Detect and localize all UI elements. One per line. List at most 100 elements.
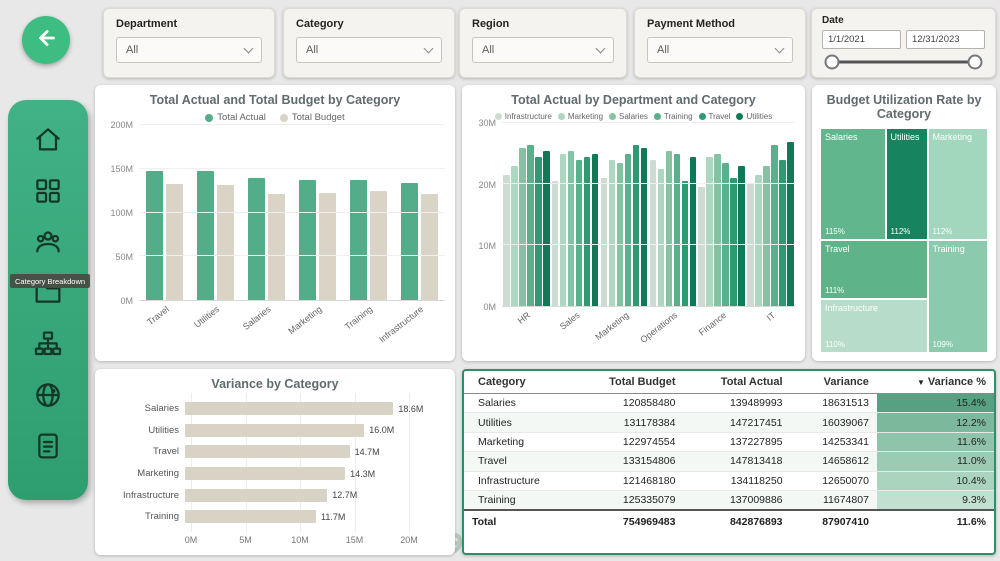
- bar-marketing-operations[interactable]: [657, 169, 665, 306]
- bar-total-budget-marketing[interactable]: [319, 192, 336, 300]
- bar-group-Salaries: [248, 125, 285, 300]
- table-header-variance[interactable]: Variance: [790, 371, 877, 394]
- bar-variance-travel[interactable]: [185, 445, 350, 459]
- bar-utilities-it[interactable]: [787, 141, 794, 306]
- bar-infrastructure-finance[interactable]: [698, 187, 705, 306]
- bar-marketing-hr[interactable]: [511, 166, 518, 306]
- legend-item[interactable]: Marketing: [557, 112, 603, 121]
- slider-handle-end[interactable]: [967, 54, 983, 69]
- table-row-salaries[interactable]: Salaries 120858480 139489993 18631513 15.4%: [464, 393, 994, 414]
- bar-utilities-sales[interactable]: [591, 153, 599, 306]
- bar-infrastructure-operations[interactable]: [649, 159, 657, 306]
- bar-total-budget-utilities[interactable]: [217, 185, 234, 300]
- filter-label: Date: [822, 15, 844, 26]
- treemap-block-training[interactable]: Training 109%: [927, 240, 988, 353]
- bar-travel-hr[interactable]: [535, 156, 542, 306]
- table-row-marketing[interactable]: Marketing 122974554 137227895 14253341 11.6%: [464, 432, 994, 453]
- bar-total-actual-marketing[interactable]: [299, 180, 316, 300]
- bar-total-actual-training[interactable]: [350, 180, 367, 300]
- bar-salaries-it[interactable]: [763, 166, 770, 306]
- treemap-block-utilities[interactable]: Utilities 112%: [885, 127, 928, 241]
- bar-infrastructure-it[interactable]: [747, 184, 754, 306]
- back-button[interactable]: [22, 16, 70, 64]
- bar-total-budget-salaries[interactable]: [268, 194, 285, 300]
- bar-training-hr[interactable]: [527, 144, 534, 306]
- bar-total-actual-utilities[interactable]: [197, 171, 214, 300]
- bar-utilities-hr[interactable]: [543, 150, 550, 306]
- bar-travel-finance[interactable]: [730, 178, 737, 306]
- bar-salaries-marketing[interactable]: [616, 162, 624, 306]
- legend-item[interactable]: Total Budget: [279, 112, 345, 123]
- sidebar-item-hierarchy[interactable]: [30, 328, 66, 364]
- x-axis-label: Salaries: [240, 304, 273, 332]
- department-dropdown[interactable]: All: [116, 37, 262, 63]
- bar-travel-it[interactable]: [779, 159, 786, 306]
- payment-method-dropdown[interactable]: All: [647, 37, 793, 63]
- bar-total-budget-travel[interactable]: [166, 183, 183, 300]
- legend-item[interactable]: Training: [653, 112, 693, 121]
- treemap-block-marketing[interactable]: Marketing 112%: [927, 127, 988, 241]
- bar-total-actual-travel[interactable]: [146, 170, 163, 300]
- x-axis-label: Sales: [557, 310, 582, 332]
- bar-total-actual-salaries[interactable]: [248, 178, 265, 300]
- sidebar-item-category-breakdown[interactable]: [30, 226, 66, 262]
- bar-salaries-operations[interactable]: [665, 150, 673, 306]
- bar-travel-sales[interactable]: [583, 156, 591, 306]
- bar-total-budget-training[interactable]: [370, 190, 387, 300]
- legend-item[interactable]: Utilities: [736, 112, 772, 121]
- legend-item[interactable]: Total Actual: [205, 112, 266, 123]
- bar-utilities-operations[interactable]: [689, 156, 697, 306]
- bar-training-operations[interactable]: [673, 153, 681, 306]
- bar-infrastructure-marketing[interactable]: [600, 178, 608, 306]
- table-row-training[interactable]: Training 125335079 137009886 11674807 9.3%: [464, 490, 994, 511]
- bar-salaries-sales[interactable]: [567, 150, 575, 306]
- bar-utilities-finance[interactable]: [738, 166, 745, 306]
- table-header-total-budget[interactable]: Total Budget: [570, 371, 684, 394]
- bar-variance-utilities[interactable]: [185, 423, 365, 437]
- bar-marketing-marketing[interactable]: [608, 159, 616, 306]
- bar-salaries-hr[interactable]: [519, 147, 526, 306]
- legend-item[interactable]: Travel: [698, 112, 730, 121]
- treemap-area: Salaries 115% Utilities 112% Marketing 112% Tr…: [820, 127, 988, 353]
- table-row-travel[interactable]: Travel 133154806 147813418 14658612 11.0%: [464, 451, 994, 472]
- bar-variance-training[interactable]: [185, 510, 317, 524]
- table-row-utilities[interactable]: Utilities 131178384 147217451 16039067 12.2%: [464, 412, 994, 433]
- region-dropdown[interactable]: All: [472, 37, 614, 63]
- sidebar-item-home[interactable]: [30, 124, 66, 160]
- bar-infrastructure-hr[interactable]: [503, 175, 510, 306]
- treemap-block-salaries[interactable]: Salaries 115%: [820, 127, 886, 241]
- table-header-variance-[interactable]: ▼ Variance %: [876, 371, 994, 394]
- bar-infrastructure-sales[interactable]: [551, 181, 559, 306]
- table-header-total-actual[interactable]: Total Actual: [683, 371, 791, 394]
- bar-marketing-sales[interactable]: [559, 153, 567, 306]
- slider-handle-start[interactable]: [824, 54, 840, 69]
- bar-marketing-finance[interactable]: [706, 156, 713, 306]
- table-row-infrastructure[interactable]: Infrastructure 121468180 134118250 12650070…: [464, 471, 994, 491]
- table-header-category[interactable]: Category: [464, 371, 570, 394]
- bar-training-finance[interactable]: [722, 162, 729, 306]
- legend-item[interactable]: Salaries: [609, 112, 648, 121]
- bar-utilities-marketing[interactable]: [640, 147, 648, 306]
- bar-total-budget-infrastructure[interactable]: [421, 193, 438, 300]
- date-end-input[interactable]: 12/31/2023: [906, 30, 985, 49]
- category-dropdown[interactable]: All: [296, 37, 442, 63]
- legend-item[interactable]: Infrastructure: [494, 112, 552, 121]
- sidebar-item-dashboard[interactable]: [30, 175, 66, 211]
- bar-variance-infrastructure[interactable]: [185, 488, 328, 502]
- bar-travel-marketing[interactable]: [632, 144, 640, 306]
- sidebar-item-global[interactable]: [30, 379, 66, 415]
- bar-variance-marketing[interactable]: [185, 467, 346, 480]
- sidebar-item-report[interactable]: [30, 430, 66, 466]
- bar-total-actual-infrastructure[interactable]: [401, 182, 418, 300]
- bar-variance-salaries[interactable]: [185, 402, 394, 416]
- bar-training-marketing[interactable]: [624, 153, 632, 306]
- bar-travel-operations[interactable]: [681, 181, 689, 306]
- bar-training-it[interactable]: [771, 144, 778, 306]
- bar-training-sales[interactable]: [575, 159, 583, 306]
- date-start-input[interactable]: 1/1/2021: [822, 30, 901, 49]
- treemap-block-infrastructure[interactable]: Infrastructure 110%: [820, 298, 928, 353]
- bar-marketing-it[interactable]: [755, 175, 762, 306]
- bar-salaries-finance[interactable]: [714, 153, 721, 306]
- treemap-block-travel[interactable]: Travel 111%: [820, 240, 928, 299]
- chart-legend: Total Actual Total Budget: [105, 112, 445, 123]
